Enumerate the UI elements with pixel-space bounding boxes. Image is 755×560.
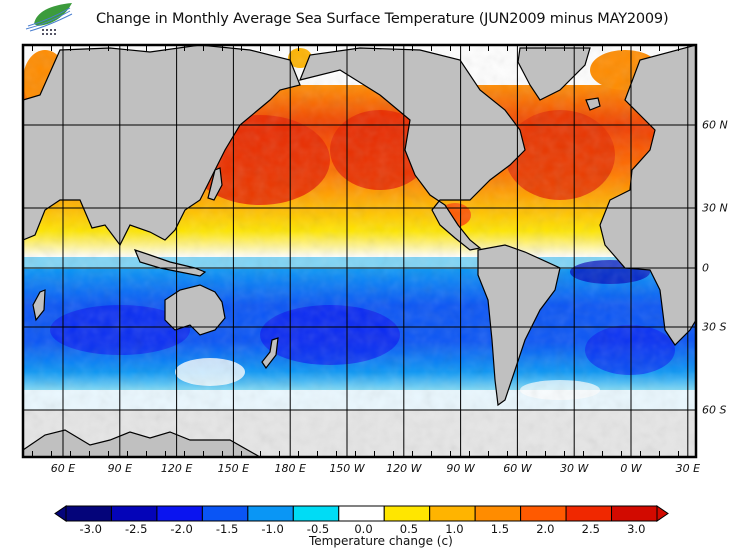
legend-tick-label: 1.5 xyxy=(490,522,510,536)
longitude-label: 0 W xyxy=(620,462,642,475)
legend-tick-label: 2.0 xyxy=(536,522,555,536)
land-japan xyxy=(207,167,223,201)
land-new-zealand xyxy=(261,337,279,370)
longitude-label: 180 E xyxy=(274,462,306,475)
longitude-label: 60 E xyxy=(50,462,76,475)
land-greenland xyxy=(517,47,591,101)
land-north-america xyxy=(299,47,526,251)
legend-color-box xyxy=(565,505,613,522)
legend-over-arrow xyxy=(656,505,669,522)
legend-color-box xyxy=(110,505,158,522)
legend-tick-label: 0.5 xyxy=(399,522,419,536)
legend-color-box xyxy=(201,505,249,522)
longitude-label: 120 W xyxy=(386,462,422,475)
latitude-label: 0 xyxy=(702,261,709,275)
legend-tick-label: -3.0 xyxy=(79,522,102,536)
land-madagascar xyxy=(32,289,46,322)
leaf-wave-logo-icon xyxy=(25,3,73,35)
legend-tick-label: 2.5 xyxy=(581,522,600,536)
frame-ticks xyxy=(32,45,679,457)
legend-tick-label: -2.0 xyxy=(170,522,193,536)
legend-color-box xyxy=(292,505,340,522)
chart-title: Change in Monthly Average Sea Surface Te… xyxy=(96,11,669,27)
legend-tick-label: -2.5 xyxy=(124,522,148,536)
longitude-label: 150 W xyxy=(329,462,365,475)
legend-under-arrow xyxy=(54,505,67,522)
legend-color-box xyxy=(247,505,294,522)
sst-change-map xyxy=(21,43,698,459)
map-frame xyxy=(21,43,698,459)
legend-color-box xyxy=(156,505,203,522)
longitude-label: 60 W xyxy=(503,462,532,475)
land-indonesia xyxy=(133,249,207,277)
land-europe-africa xyxy=(599,45,696,346)
legend-tick-label: 3.0 xyxy=(627,522,646,536)
legend-color-box xyxy=(65,505,112,522)
longitude-label: 90 W xyxy=(446,462,475,475)
longitude-label: 120 E xyxy=(160,462,193,475)
legend-color-box xyxy=(338,505,385,522)
legend-color-box xyxy=(383,505,431,522)
map-content xyxy=(23,45,696,457)
legend-tick-label: -1.5 xyxy=(215,522,239,536)
longitude-label: 30 E xyxy=(675,462,701,475)
legend-tick-label: -1.0 xyxy=(261,522,284,536)
graticule xyxy=(23,45,696,457)
land-australia xyxy=(164,284,226,336)
latitude-label: 60 N xyxy=(702,118,728,132)
latitude-label: 30 S xyxy=(702,320,727,334)
legend-tick-label: 0.0 xyxy=(354,522,373,536)
land-iceland xyxy=(585,97,601,111)
land-south-america xyxy=(477,244,561,407)
land-antarctica xyxy=(23,429,262,457)
land-eurasia xyxy=(23,45,301,247)
legend-color-box xyxy=(474,505,522,522)
legend-tick-label: -0.5 xyxy=(306,522,330,536)
latitude-label: 30 N xyxy=(702,201,728,215)
legend-color-box xyxy=(429,505,476,522)
longitude-label: 30 W xyxy=(560,462,589,475)
legend-title: Temperature change (c) xyxy=(309,534,453,548)
legend-tick-label: 1.0 xyxy=(445,522,464,536)
legend-color-box xyxy=(520,505,567,522)
land-masses xyxy=(23,45,696,457)
longitude-label: 150 E xyxy=(217,462,250,475)
legend-color-box xyxy=(611,505,658,522)
legend-color-boxes xyxy=(65,505,658,522)
latitude-label: 60 S xyxy=(702,403,727,417)
longitude-label: 90 E xyxy=(107,462,133,475)
